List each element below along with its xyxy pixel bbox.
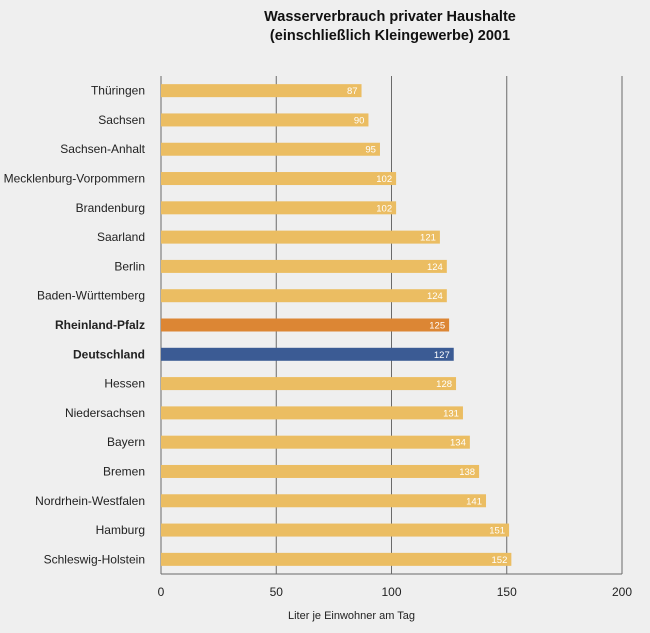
value-label: 125 — [429, 321, 445, 332]
value-label: 151 — [489, 526, 505, 537]
value-label: 95 — [365, 145, 376, 156]
value-label: 134 — [450, 438, 466, 449]
value-label: 124 — [427, 291, 443, 302]
chart-title: Wasserverbrauch privater Haushalte (eins… — [160, 8, 620, 46]
category-label: Sachsen — [98, 113, 145, 127]
category-label: Baden-Württemberg — [37, 289, 145, 303]
bar — [161, 406, 463, 420]
category-label: Bremen — [103, 464, 145, 478]
category-label: Hessen — [104, 377, 145, 391]
bar — [161, 523, 510, 537]
x-tick-label: 100 — [381, 585, 401, 599]
bars — [161, 84, 512, 566]
bar — [161, 142, 380, 156]
value-label: 141 — [466, 496, 482, 507]
x-tick-label: 150 — [497, 585, 517, 599]
x-tick-label: 50 — [270, 585, 284, 599]
x-tick-label: 200 — [612, 585, 632, 599]
category-label: Nordrhein-Westfalen — [35, 494, 145, 508]
value-label: 87 — [347, 86, 358, 97]
chart-title-line-1: Wasserverbrauch privater Haushalte — [264, 9, 516, 25]
value-label: 127 — [434, 350, 450, 361]
category-label: Rheinland-Pfalz — [55, 318, 145, 332]
x-tick-labels: 0 50 100 150 200 — [158, 585, 633, 599]
category-label: Berlin — [114, 259, 145, 273]
value-label: 128 — [436, 379, 452, 390]
category-label: Bayern — [107, 435, 145, 449]
value-label: 152 — [492, 555, 508, 566]
category-label: Schleswig-Holstein — [44, 552, 145, 566]
category-label: Niedersachsen — [65, 406, 145, 420]
value-label: 102 — [376, 203, 392, 214]
bar — [161, 347, 454, 361]
bar — [161, 113, 369, 127]
value-label: 124 — [427, 262, 443, 273]
category-label: Mecklenburg-Vorpommern — [4, 172, 145, 186]
value-label: 121 — [420, 233, 436, 244]
bar — [161, 318, 450, 332]
bar — [161, 464, 480, 478]
bar — [161, 435, 470, 449]
value-label: 102 — [376, 174, 392, 185]
value-labels: 87 90 95 102 102 121 124 124 125 127 128 131 134 138 1… — [347, 86, 507, 566]
bar — [161, 377, 457, 391]
value-label: 138 — [459, 467, 475, 478]
bar — [161, 494, 487, 508]
category-label: Thüringen — [91, 84, 145, 98]
category-label: Hamburg — [96, 523, 145, 537]
value-label: 90 — [354, 115, 365, 126]
bar — [161, 552, 512, 566]
bar — [161, 172, 397, 186]
bar — [161, 289, 447, 303]
category-label: Brandenburg — [76, 201, 145, 215]
x-tick-label: 0 — [158, 585, 165, 599]
value-label: 131 — [443, 408, 459, 419]
bar — [161, 259, 447, 273]
x-axis-label: Liter je Einwohner am Tag — [288, 610, 415, 622]
bar — [161, 84, 362, 98]
chart-title-line-2: (einschließlich Kleingewerbe) 2001 — [269, 28, 511, 44]
category-label: Saarland — [97, 230, 145, 244]
category-labels: Thüringen Sachsen Sachsen-Anhalt Mecklenbur… — [4, 84, 146, 567]
category-label: Sachsen-Anhalt — [60, 142, 145, 156]
bar — [161, 230, 440, 244]
category-label: Deutschland — [73, 347, 145, 361]
bar — [161, 201, 397, 215]
